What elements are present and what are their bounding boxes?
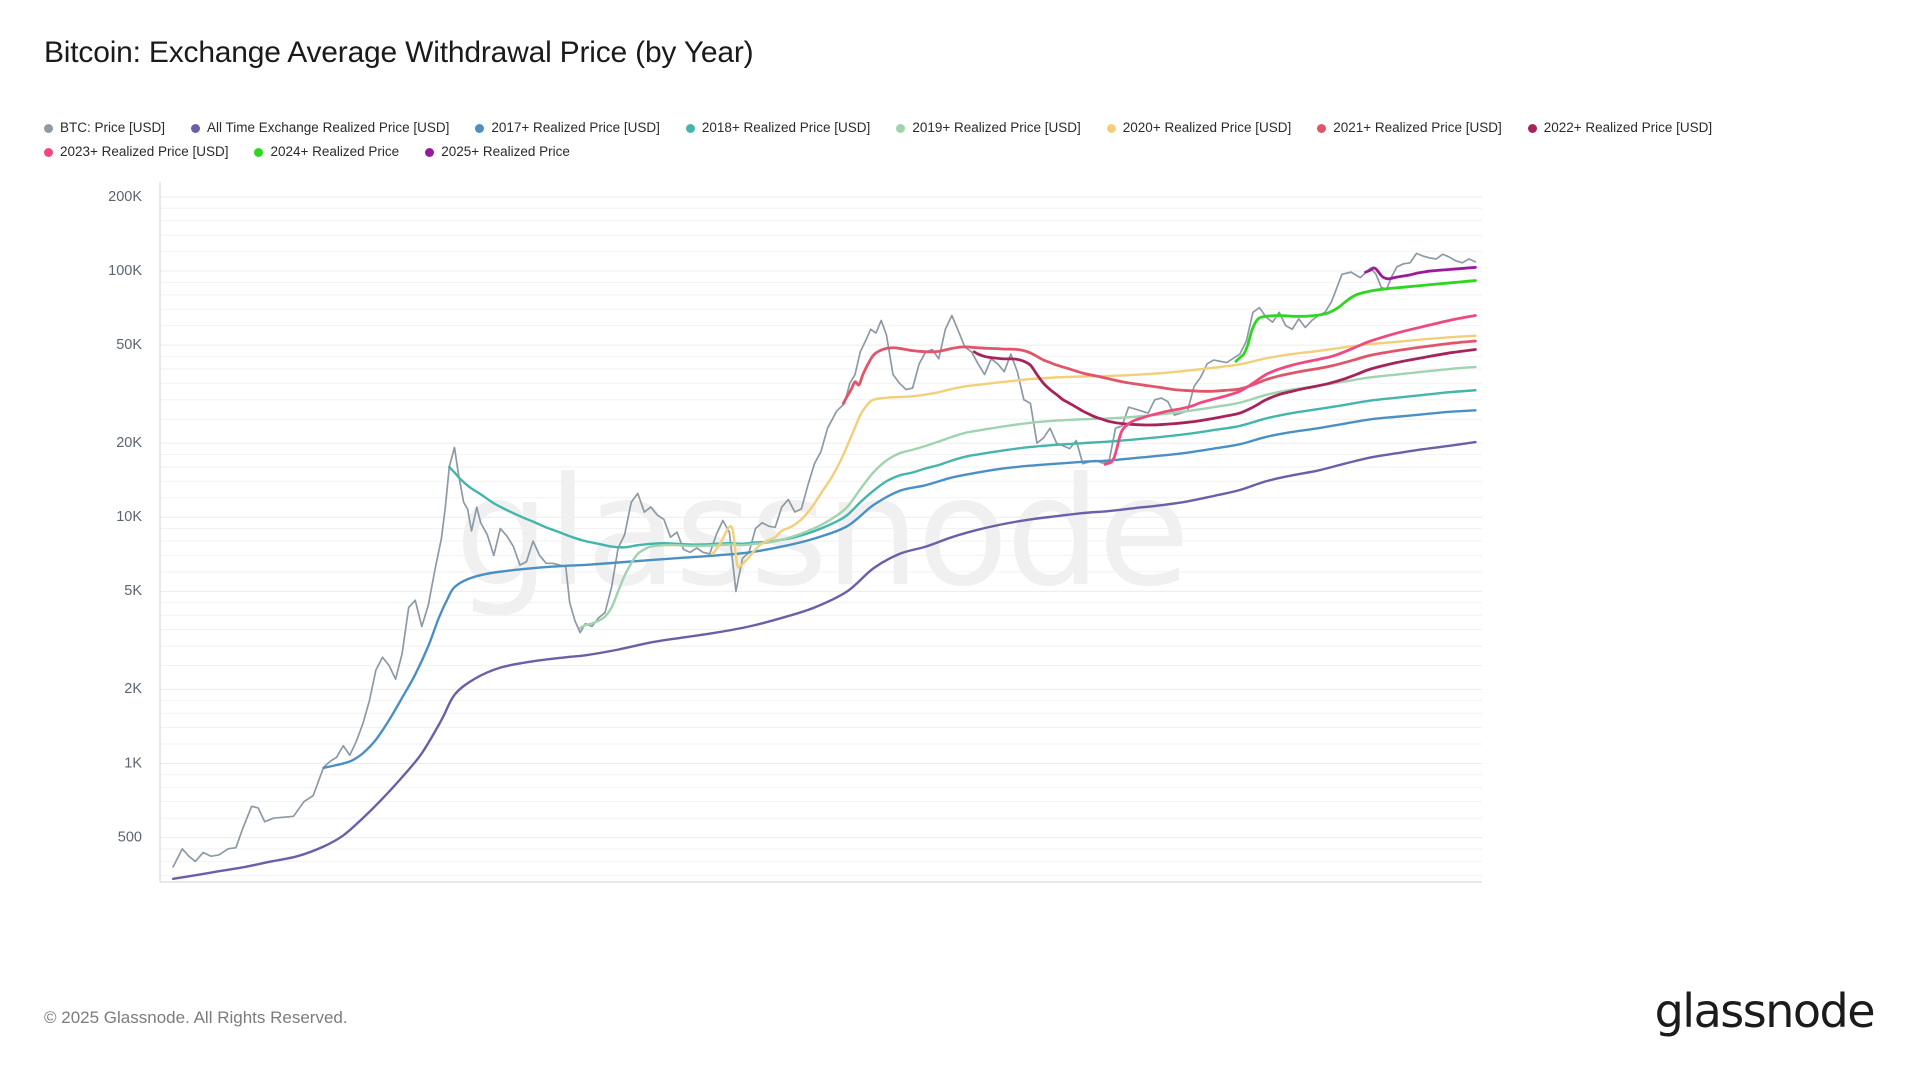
- legend-swatch-icon: [44, 123, 53, 133]
- y-axis-tick-label: 200K: [108, 189, 142, 205]
- glassnode-logo: glassnode: [1654, 984, 1876, 1038]
- legend-row-1: BTC: Price [USD] All Time Exchange Realiz…: [44, 116, 1894, 140]
- legend-item-2021-realized-price-usd[interactable]: 2021+ Realized Price [USD]: [1317, 120, 1502, 136]
- chart-svg: 200K100K50K20K10K5K2K1K500glassnode20162…: [108, 182, 1482, 883]
- series-line-2018-realized-price-usd: [448, 389, 1477, 549]
- watermark-glassnode: glassnode: [455, 446, 1187, 620]
- series-line-all-time-exchange-realized-price-usd: [171, 440, 1477, 881]
- legend-swatch-icon: [44, 147, 53, 157]
- y-axis-tick-label: 50K: [116, 337, 142, 353]
- legend-swatch-icon: [1317, 123, 1327, 133]
- series-line-2025-realized-price: [1364, 265, 1477, 281]
- series-line-2024-realized-price: [1234, 279, 1477, 363]
- legend-swatch-icon: [425, 147, 435, 157]
- legend-label: 2025+ Realized Price: [441, 144, 570, 160]
- legend-item-2018-realized-price-usd[interactable]: 2018+ Realized Price [USD]: [685, 120, 871, 136]
- y-axis-tick-label: 500: [118, 829, 142, 845]
- series-line-2023-realized-price-usd: [1103, 314, 1477, 466]
- legend-swatch-icon: [191, 123, 201, 133]
- legend-item-btc-price-usd[interactable]: BTC: Price [USD]: [44, 121, 165, 135]
- y-axis-tick-label: 2K: [124, 681, 142, 697]
- series-line-2019-realized-price-usd: [578, 365, 1477, 630]
- legend-label: All Time Exchange Realized Price [USD]: [207, 120, 450, 136]
- legend-label: 2020+ Realized Price [USD]: [1122, 120, 1292, 136]
- legend-swatch-icon: [896, 123, 906, 133]
- legend-item-2019-realized-price-usd[interactable]: 2019+ Realized Price [USD]: [896, 120, 1081, 136]
- legend-swatch-icon: [254, 147, 264, 157]
- legend-item-2022-realized-price-usd[interactable]: 2022+ Realized Price [USD]: [1527, 120, 1713, 136]
- legend-label: 2017+ Realized Price [USD]: [491, 120, 660, 136]
- y-axis-tick-label: 10K: [116, 509, 142, 525]
- legend-swatch-icon: [475, 123, 485, 133]
- series-line-btc-price-usd: [172, 252, 1477, 868]
- legend-item-2023-realized-price-usd[interactable]: 2023+ Realized Price [USD]: [44, 145, 228, 159]
- legend-label: 2021+ Realized Price [USD]: [1333, 120, 1502, 136]
- legend-swatch-icon: [1106, 123, 1116, 133]
- y-axis-tick-label: 100K: [108, 263, 142, 279]
- legend-swatch-icon: [1527, 123, 1537, 133]
- series-line-2020-realized-price-usd: [711, 334, 1477, 569]
- legend-item-all-time-exchange-realized-price-usd[interactable]: All Time Exchange Realized Price [USD]: [191, 121, 449, 135]
- legend-label: 2024+ Realized Price: [270, 144, 400, 160]
- legend-label: 2019+ Realized Price [USD]: [912, 120, 1081, 136]
- page-title: Bitcoin: Exchange Average Withdrawal Pri…: [44, 36, 754, 69]
- footer-copyright: © 2025 Glassnode. All Rights Reserved.: [44, 1008, 348, 1027]
- legend-swatch-icon: [685, 123, 695, 133]
- y-axis-tick-label: 1K: [124, 755, 142, 771]
- series-line-2021-realized-price-usd: [841, 339, 1477, 405]
- plot-area: 200K100K50K20K10K5K2K1K500glassnode20162…: [0, 170, 1920, 900]
- legend-label: 2022+ Realized Price [USD]: [1543, 120, 1713, 136]
- legend-label: 2023+ Realized Price [USD]: [60, 144, 229, 160]
- y-axis-tick-label: 5K: [124, 583, 142, 599]
- y-axis-tick-label: 20K: [116, 435, 142, 451]
- chart-legend: BTC: Price [USD] All Time Exchange Realiz…: [44, 116, 1894, 164]
- legend-label: BTC: Price [USD]: [60, 120, 166, 136]
- legend-item-2017-realized-price-usd[interactable]: 2017+ Realized Price [USD]: [475, 120, 660, 136]
- series-line-2017-realized-price-usd: [322, 409, 1477, 770]
- legend-label: 2018+ Realized Price [USD]: [701, 120, 871, 136]
- legend-item-2020-realized-price-usd[interactable]: 2020+ Realized Price [USD]: [1106, 120, 1292, 136]
- legend-item-2025-realized-price[interactable]: 2025+ Realized Price: [425, 145, 570, 159]
- legend-item-2024-realized-price[interactable]: 2024+ Realized Price: [254, 145, 399, 159]
- legend-row-2: 2023+ Realized Price [USD] 2024+ Realized…: [44, 140, 1894, 164]
